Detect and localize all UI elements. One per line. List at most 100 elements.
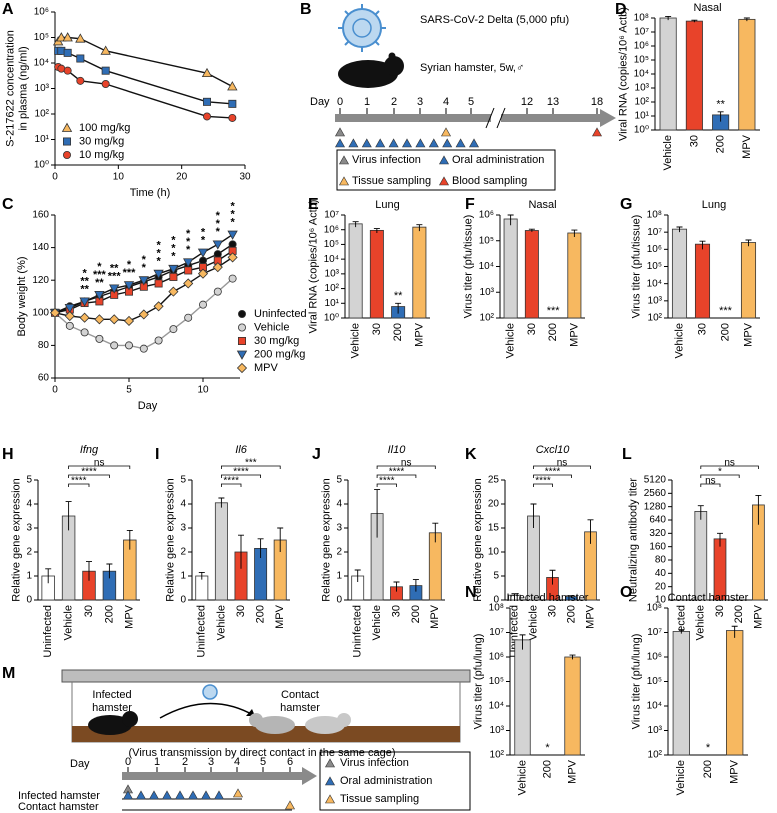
comparison-label: **** [223,476,239,487]
panel-label: O [620,584,632,601]
point [123,315,135,327]
significance-mark: * [142,254,147,266]
point [201,67,213,78]
schedule-triangle [334,138,346,148]
legend-text: Vehicle [254,321,289,333]
x-tick-label: Vehicle [505,323,517,358]
comparison-bracket [221,465,281,469]
x-tick-label: MPV [729,759,741,784]
y-tick-label: 10⁸ [634,13,649,24]
point [138,276,149,286]
y-axis-label: Viral RNA (copies/10⁶ Actb) [307,200,319,334]
comparison-bracket [533,474,572,478]
point [198,300,207,309]
y-tick-label: 10¹ [635,111,650,122]
point [228,274,237,283]
y-tick-label: 10⁸ [647,603,662,614]
error-bar [717,532,723,547]
x-tick-label: 200 [719,323,731,341]
y-tick-label: 10⁰ [34,160,49,171]
error-bar [691,19,698,23]
error-bar [45,568,52,584]
point [49,307,61,318]
cage-text: Infected [92,689,131,701]
panel-label: N [465,584,477,601]
x-tick-label: MPV [741,134,753,159]
x-tick-label: Uninfected [42,605,54,658]
point [101,66,110,75]
y-tick-label: 1280 [644,501,667,512]
x-tick-label: Vehicle [215,605,227,640]
y-tick-label: 10 [488,547,500,558]
schedule-triangle [284,800,296,810]
error-bar [416,224,423,232]
day-text: 0 [125,756,131,768]
point [123,281,135,291]
point [168,286,179,297]
significance-mark: * [230,216,235,228]
legend-text: 100 mg/kg [79,122,130,134]
cage-text: Contact [281,689,319,701]
significance-mark: ** [80,283,89,295]
x-tick-label: 30 [696,323,708,335]
schedule-triangle [232,788,244,798]
schedule-triangle [135,790,147,800]
significance-mark: * [230,200,235,212]
schedule-triangle [122,790,134,800]
point [183,258,194,268]
comparison-bracket [700,483,721,487]
y-tick-label: 5120 [644,475,667,486]
y-axis-label: in plasma (ng/ml) [17,46,29,130]
y-tick-label: 1 [180,571,186,582]
significance-mark: * [230,208,235,220]
point [228,240,237,249]
legend-text: Tissue sampling [340,793,419,805]
x-tick-label: Vehicle [516,760,528,795]
point [125,341,134,350]
virus-text: SARS-CoV-2 Delta (5,000 pfu) [420,14,569,26]
legend-swatch [63,137,72,146]
x-tick-label: 200 [733,605,745,623]
y-tick-label: 160 [649,541,666,552]
legend-text: 200 mg/kg [254,348,305,360]
error-bar [587,519,594,544]
x-tick-label: 200 [255,605,267,623]
x-tick-label: Vehicle [662,135,674,170]
point [64,310,75,322]
caption: (Virus transmission by direct contact in… [129,747,396,759]
chart-title: Lung [702,199,726,211]
y-tick-label: 10⁶ [324,224,339,235]
day-text: 13 [547,96,559,108]
point [94,314,105,325]
point [64,304,75,314]
x-tick-label: 30 [83,605,95,617]
schedule-triangle [591,127,603,137]
y-axis-label: Virus titer (pfu/lung) [630,634,642,730]
legend-swatch [237,336,246,345]
error-bar [373,228,380,233]
significance-mark: ** [394,290,403,302]
bar [428,532,442,601]
point [65,321,74,330]
comparison-label: **** [535,476,551,487]
y-tick-label: 1 [336,571,342,582]
error-bar [745,239,752,247]
x-tick-label: 0 [52,385,58,396]
day-text: 18 [591,96,603,108]
timeline-break [491,110,501,126]
error-bar [571,229,578,237]
point [154,336,163,345]
y-tick-label: 10⁵ [489,676,504,687]
point [76,54,85,63]
schedule-triangle [187,790,199,800]
bar [524,230,539,319]
y-tick-label: 10⁵ [34,32,49,43]
hamster-icon [88,711,138,735]
y-tick-label: 10³ [648,295,663,306]
point [169,272,178,281]
y-tick-label: 0 [336,595,342,606]
error-bar [511,593,518,597]
y-tick-label: 10² [325,283,340,294]
schedule-triangle [161,790,173,800]
significance-mark: * [142,262,147,274]
